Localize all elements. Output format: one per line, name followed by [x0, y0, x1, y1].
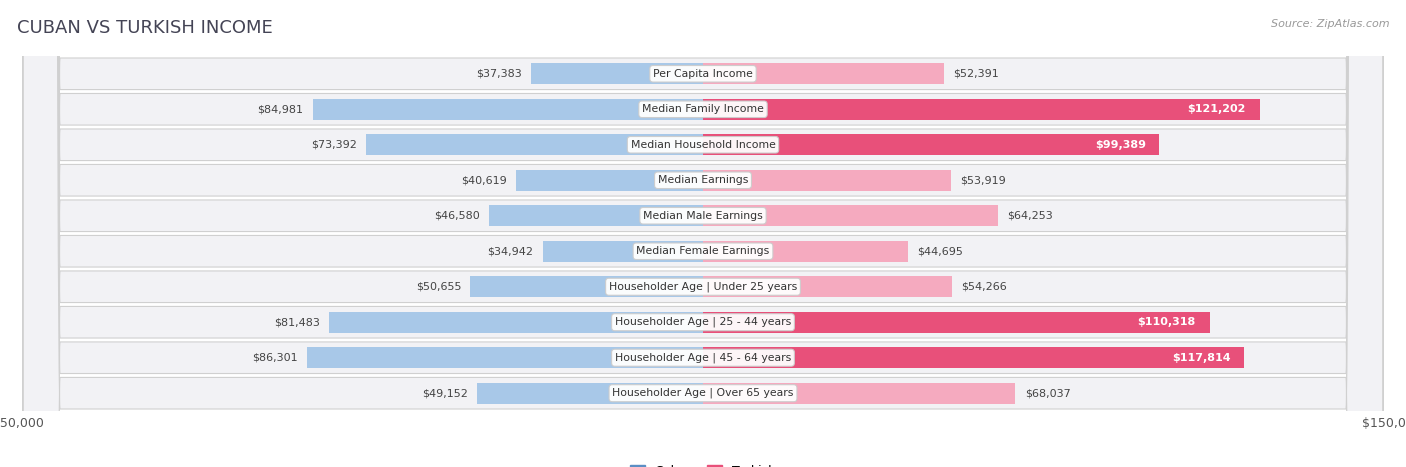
Text: $86,301: $86,301 — [252, 353, 298, 363]
FancyBboxPatch shape — [24, 0, 1382, 467]
FancyBboxPatch shape — [24, 0, 1382, 467]
Bar — [703, 311, 1209, 333]
Bar — [703, 347, 1244, 368]
Bar — [703, 241, 908, 262]
Text: $68,037: $68,037 — [1025, 388, 1070, 398]
Legend: Cuban, Turkish: Cuban, Turkish — [624, 460, 782, 467]
Text: $73,392: $73,392 — [311, 140, 357, 150]
Bar — [312, 99, 703, 120]
Bar — [703, 382, 1015, 404]
Bar — [703, 99, 1260, 120]
Text: $44,695: $44,695 — [918, 246, 963, 256]
Text: $49,152: $49,152 — [422, 388, 468, 398]
Bar — [307, 347, 703, 368]
Text: $54,266: $54,266 — [962, 282, 1007, 292]
Text: Source: ZipAtlas.com: Source: ZipAtlas.com — [1271, 19, 1389, 28]
Bar — [489, 205, 703, 226]
FancyBboxPatch shape — [24, 0, 1382, 467]
Text: Householder Age | Under 25 years: Householder Age | Under 25 years — [609, 282, 797, 292]
FancyBboxPatch shape — [24, 0, 1382, 467]
Text: Householder Age | 25 - 44 years: Householder Age | 25 - 44 years — [614, 317, 792, 327]
Bar — [531, 63, 703, 85]
Text: $40,619: $40,619 — [461, 175, 508, 185]
Text: $117,814: $117,814 — [1171, 353, 1230, 363]
Text: Median Earnings: Median Earnings — [658, 175, 748, 185]
Text: Median Male Earnings: Median Male Earnings — [643, 211, 763, 221]
FancyBboxPatch shape — [24, 0, 1382, 467]
Text: Median Household Income: Median Household Income — [630, 140, 776, 150]
Bar — [703, 63, 943, 85]
FancyBboxPatch shape — [24, 0, 1382, 467]
Text: $84,981: $84,981 — [257, 104, 304, 114]
Text: Householder Age | 45 - 64 years: Householder Age | 45 - 64 years — [614, 353, 792, 363]
Text: $50,655: $50,655 — [416, 282, 461, 292]
Bar — [329, 311, 703, 333]
Bar — [703, 276, 952, 297]
Text: Per Capita Income: Per Capita Income — [652, 69, 754, 79]
FancyBboxPatch shape — [24, 0, 1382, 467]
Text: $121,202: $121,202 — [1188, 104, 1246, 114]
Bar — [477, 382, 703, 404]
FancyBboxPatch shape — [24, 0, 1382, 467]
Bar — [703, 170, 950, 191]
Text: Median Female Earnings: Median Female Earnings — [637, 246, 769, 256]
Text: $81,483: $81,483 — [274, 317, 319, 327]
FancyBboxPatch shape — [24, 0, 1382, 467]
Bar — [703, 205, 998, 226]
Text: $99,389: $99,389 — [1095, 140, 1146, 150]
Text: Median Family Income: Median Family Income — [643, 104, 763, 114]
Text: $53,919: $53,919 — [960, 175, 1005, 185]
Text: $110,318: $110,318 — [1137, 317, 1197, 327]
Text: Householder Age | Over 65 years: Householder Age | Over 65 years — [612, 388, 794, 398]
Text: $34,942: $34,942 — [488, 246, 533, 256]
Text: CUBAN VS TURKISH INCOME: CUBAN VS TURKISH INCOME — [17, 19, 273, 37]
Text: $37,383: $37,383 — [477, 69, 522, 79]
Bar — [366, 134, 703, 156]
Text: $52,391: $52,391 — [953, 69, 998, 79]
Bar — [471, 276, 703, 297]
Bar — [516, 170, 703, 191]
FancyBboxPatch shape — [24, 0, 1382, 467]
Text: $46,580: $46,580 — [434, 211, 479, 221]
Text: $64,253: $64,253 — [1007, 211, 1053, 221]
Bar — [703, 134, 1160, 156]
Bar — [543, 241, 703, 262]
